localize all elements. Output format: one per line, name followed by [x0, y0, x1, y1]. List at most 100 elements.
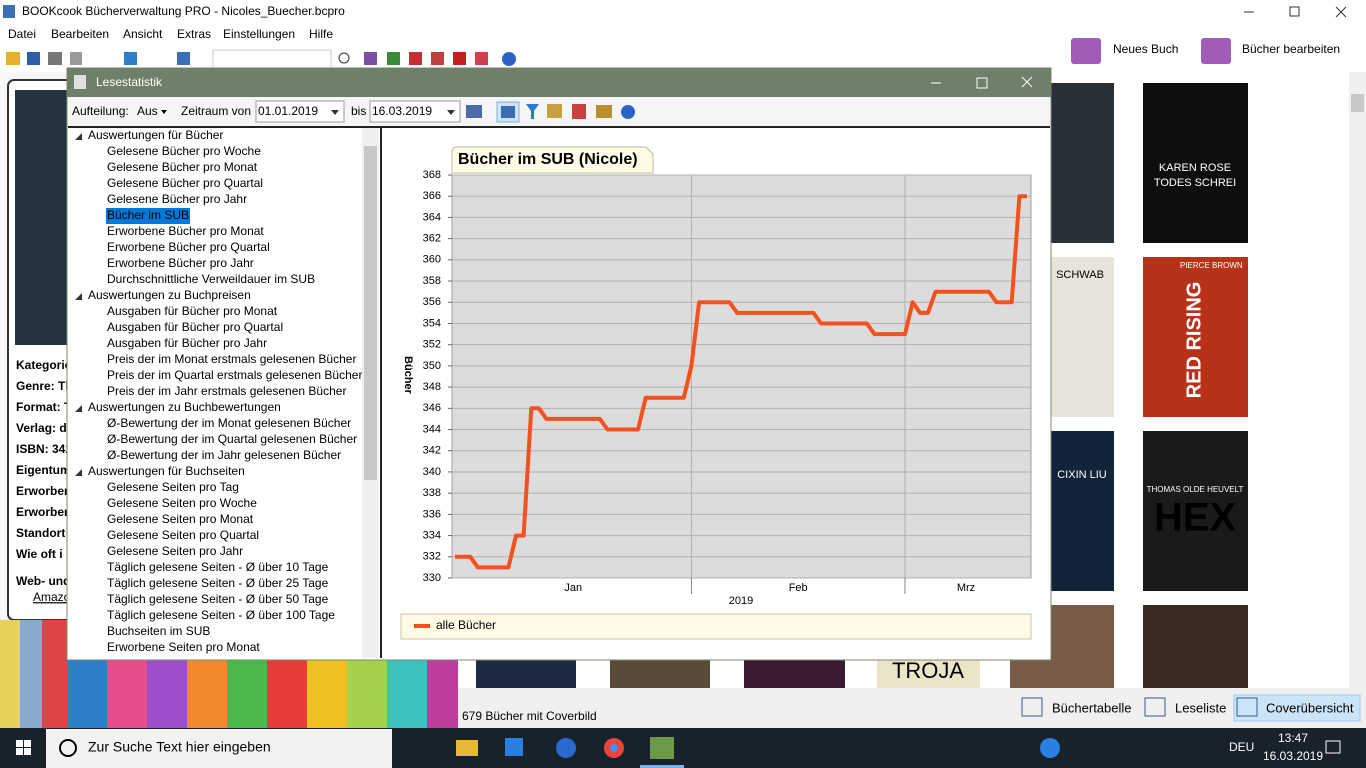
scroll-thumb[interactable] — [1351, 94, 1364, 112]
menu-bar: Datei Bearbeiten Ansicht Extras Einstellunge… — [8, 27, 333, 41]
detail-label: Kategorie — [16, 358, 72, 372]
chart-title-tab — [451, 146, 654, 174]
tree-item[interactable]: Gelesene Bücher pro Woche — [107, 144, 261, 158]
to-date-box[interactable] — [369, 100, 461, 123]
tree-item[interactable]: Ausgaben für Bücher pro Monat — [107, 304, 278, 318]
separator — [380, 128, 382, 658]
detail-label: ISBN: 342 — [16, 442, 72, 456]
tree-selection — [106, 208, 191, 224]
clock-time[interactable]: 13:47 — [1278, 731, 1308, 745]
window-controls[interactable] — [1244, 6, 1347, 18]
detail-label: Format: T — [16, 400, 72, 414]
detail-label: Web- und — [16, 574, 70, 588]
tree-item[interactable]: Preis der im Quartal erstmals gelesenen … — [107, 368, 362, 382]
cover-text: TROJA — [892, 658, 964, 683]
taskbar-apps[interactable] — [456, 737, 1060, 768]
menu-item[interactable]: Einstellungen — [223, 27, 295, 41]
to-date[interactable]: 16.03.2019 — [372, 104, 432, 118]
input-language[interactable]: DEU — [1229, 740, 1254, 754]
view-button[interactable]: Leseliste — [1175, 700, 1226, 715]
view-button[interactable]: Coverübersicht — [1266, 700, 1354, 715]
search-box[interactable] — [46, 729, 392, 768]
dropdown-arrow[interactable] — [331, 110, 339, 115]
start-button[interactable] — [16, 740, 31, 755]
tree-item[interactable]: Gelesene Seiten pro Woche — [107, 496, 257, 510]
tree-scroll-thumb[interactable] — [364, 146, 377, 480]
tree-group[interactable]: Auswertungen für Bücher — [88, 128, 223, 142]
scrollbar[interactable] — [1349, 72, 1366, 688]
tree-item[interactable]: Durchschnittliche Verweildauer im SUB — [107, 272, 315, 286]
dialog-titlebar — [67, 68, 1051, 97]
clock-date[interactable]: 16.03.2019 — [1263, 749, 1323, 763]
edit-books-button[interactable]: Bücher bearbeiten — [1201, 38, 1340, 64]
tree-item[interactable]: Erworbene Bücher pro Quartal — [107, 240, 270, 254]
status-bar — [458, 688, 1366, 728]
menu-item[interactable]: Datei — [8, 27, 36, 41]
cover-text: CIXIN LIU — [1057, 469, 1107, 481]
tree-item[interactable]: Gelesene Seiten pro Jahr — [107, 544, 243, 558]
expand-arrow[interactable] — [75, 293, 82, 300]
tree-group[interactable]: Auswertungen zu Buchbewertungen — [88, 400, 281, 414]
search-placeholder[interactable]: Zur Suche Text hier eingeben — [88, 739, 271, 755]
tree-item[interactable]: Preis der im Monat erstmals gelesenen Bü… — [107, 352, 356, 366]
from-date[interactable]: 01.01.2019 — [258, 104, 318, 118]
tree-group[interactable]: Auswertungen für Buchseiten — [88, 464, 245, 478]
edit-books-label[interactable]: Bücher bearbeiten — [1242, 42, 1340, 56]
menu-item[interactable]: Extras — [177, 27, 211, 41]
y-tick-label: 356 — [423, 296, 441, 308]
tree-item[interactable]: Ø-Bewertung der im Jahr gelesenen Bücher — [107, 448, 341, 462]
active-view-bg — [1233, 694, 1361, 722]
tree-item[interactable]: Ausgaben für Bücher pro Jahr — [107, 336, 267, 350]
details-labels: Kategorie Genre: Th Format: T Verlag: dt ISB… — [16, 358, 73, 604]
menu-item[interactable]: Hilfe — [309, 27, 333, 41]
tree-item[interactable]: Ausgaben für Bücher pro Quartal — [107, 320, 283, 334]
expand-arrow[interactable] — [75, 133, 82, 140]
new-book-label[interactable]: Neues Buch — [1113, 42, 1178, 56]
tree-item[interactable]: Gelesene Bücher pro Monat — [107, 160, 258, 174]
tree-item[interactable]: Erworbene Bücher pro Jahr — [107, 256, 254, 270]
from-date-box[interactable] — [255, 100, 345, 123]
menu-item[interactable]: Bearbeiten — [51, 27, 109, 41]
tree-item[interactable]: Buchseiten im SUB — [107, 624, 210, 638]
y-tick-label: 348 — [423, 381, 441, 393]
view-button[interactable]: Büchertabelle — [1052, 700, 1132, 715]
legend-label: alle Bücher — [436, 618, 496, 632]
tree-group[interactable]: Auswertungen zu Buchpreisen — [88, 288, 251, 302]
tree-item[interactable]: Preis der im Jahr erstmals gelesenen Büc… — [107, 384, 346, 398]
y-tick-label: 362 — [423, 233, 441, 245]
detail-label: Erworben — [16, 505, 71, 519]
tree-item[interactable]: Täglich gelesene Seiten - Ø über 50 Tage — [107, 592, 329, 606]
search-icon — [59, 739, 77, 757]
split-value[interactable]: Aus — [137, 104, 158, 118]
tree-item[interactable]: Bücher im SUB — [107, 208, 189, 222]
tree-item[interactable]: Ø-Bewertung der im Monat gelesenen Büche… — [107, 416, 351, 430]
dropdown-arrow[interactable] — [161, 110, 167, 114]
tree-item[interactable]: Täglich gelesene Seiten - Ø über 100 Tag… — [107, 608, 335, 622]
tree-item[interactable]: Täglich gelesene Seiten - Ø über 10 Tage — [107, 560, 329, 574]
detail-label: Verlag: dt — [16, 421, 71, 435]
notification-icon[interactable] — [1325, 740, 1341, 754]
tree-item[interactable]: Gelesene Bücher pro Quartal — [107, 176, 263, 190]
tree-item[interactable]: Gelesene Seiten pro Tag — [107, 480, 239, 494]
tree-item[interactable]: Erworbene Seiten pro Monat — [107, 640, 260, 654]
y-tick-label: 340 — [423, 466, 441, 478]
detail-label[interactable]: Amazo — [33, 590, 71, 604]
tree-item[interactable]: Erworbene Bücher pro Monat — [107, 224, 264, 238]
menu-item[interactable]: Ansicht — [123, 27, 163, 41]
expand-arrow[interactable] — [75, 469, 82, 476]
x-tick-label: Feb — [789, 582, 808, 594]
dialog-controls[interactable] — [931, 76, 1033, 89]
tree-item[interactable]: Ø-Bewertung der im Quartal gelesenen Büc… — [107, 432, 357, 446]
tree-item[interactable]: Täglich gelesene Seiten - Ø über 25 Tage — [107, 576, 329, 590]
dialog-tool-icons[interactable] — [466, 101, 635, 123]
tree-item[interactable]: Gelesene Seiten pro Quartal — [107, 528, 259, 542]
expand-arrow[interactable] — [75, 405, 82, 412]
detail-label: Eigentum — [16, 463, 71, 477]
dropdown-arrow[interactable] — [447, 110, 455, 115]
tree-item[interactable]: Gelesene Seiten pro Monat — [107, 512, 254, 526]
new-book-button[interactable]: Neues Buch — [1071, 38, 1178, 64]
cover-text: KAREN ROSE — [1159, 162, 1231, 174]
tree-item[interactable]: Gelesene Bücher pro Jahr — [107, 192, 247, 206]
